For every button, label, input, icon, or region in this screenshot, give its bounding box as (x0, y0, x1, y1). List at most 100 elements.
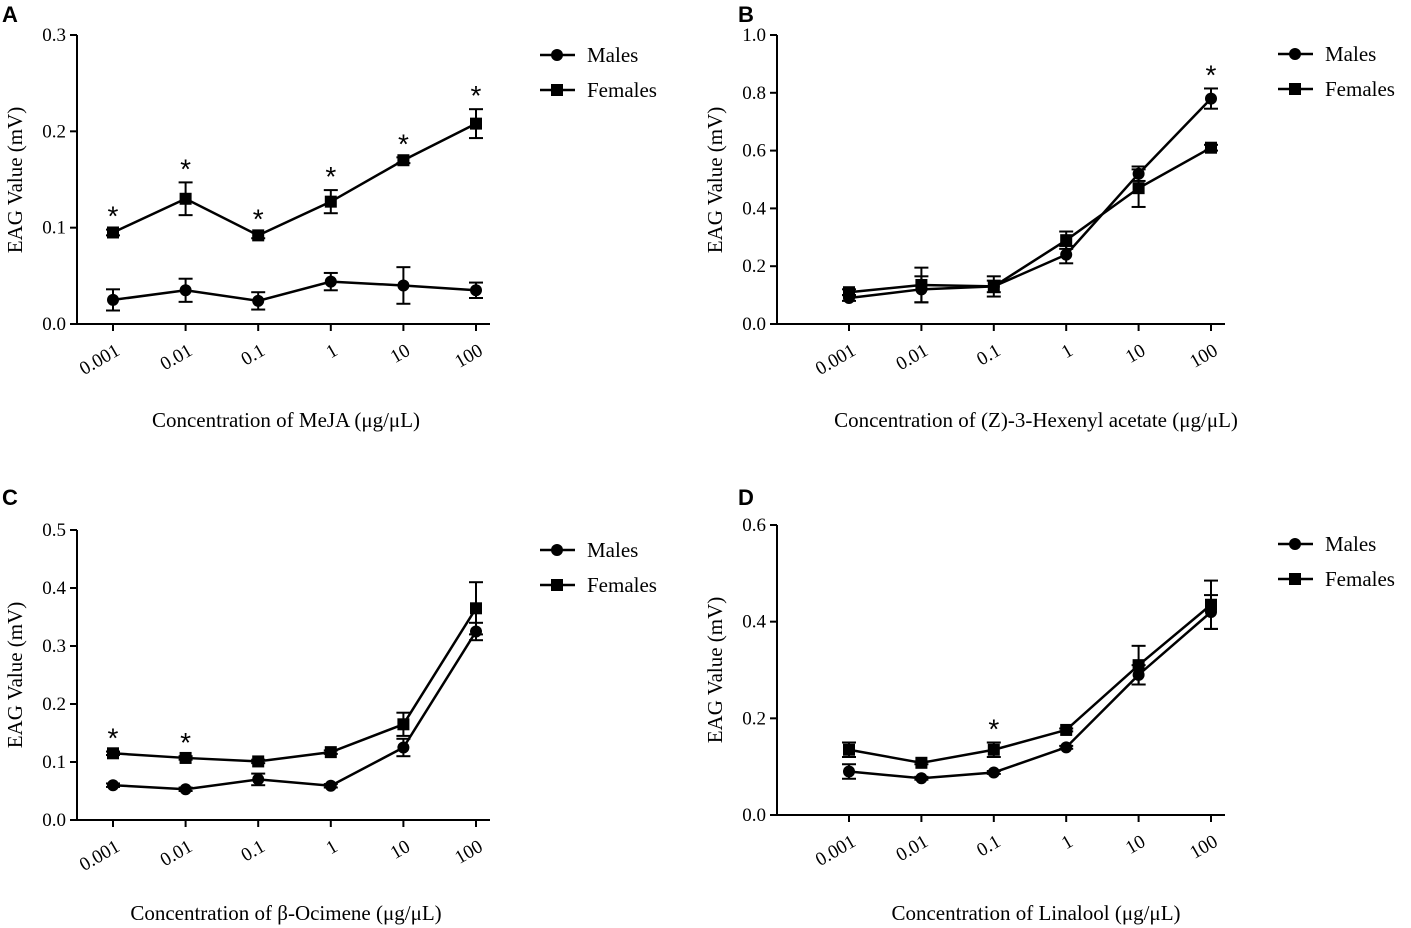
data-point-circle (107, 779, 119, 792)
y-tick-label: 0.0 (42, 810, 66, 831)
data-point-circle (324, 779, 337, 792)
legend-marker-circle (1289, 48, 1301, 60)
series-line (112, 280, 477, 303)
y-tick-label: 0.2 (42, 694, 66, 715)
data-point-square (324, 746, 337, 759)
legend-marker-square (1289, 83, 1301, 95)
x-axis-label: Concentration of Linalool (μg/μL) (891, 901, 1180, 925)
series-males (842, 87, 1218, 304)
panel-letter: D (738, 485, 754, 510)
data-point-square (179, 192, 192, 205)
significance-star: * (108, 201, 119, 232)
x-tick-label: 0.1 (238, 836, 269, 866)
panel-c: C 0.0 0.1 0.2 0.3 0.4 0.5 0.001 0.01 0.1 1 10 100 Con… (2, 485, 657, 925)
y-tick-label: 0.4 (42, 578, 66, 599)
y-tick-label: 0.3 (42, 636, 66, 657)
y-tick-label: 1.0 (742, 25, 766, 46)
series-line (848, 97, 1212, 300)
y-tick-label: 0.5 (42, 520, 66, 541)
x-tick-label: 1 (323, 340, 342, 363)
series-females (842, 579, 1218, 769)
series-males (106, 266, 483, 312)
data-point-square (1132, 659, 1145, 672)
x-tick-label: 100 (451, 340, 486, 372)
legend-label: Males (1325, 532, 1376, 556)
y-axis-label: EAG Value (mV) (3, 107, 27, 254)
data-point-square (915, 756, 928, 769)
x-tick-label: 0.01 (893, 831, 932, 866)
x-tick-label: 0.01 (157, 836, 196, 871)
significance-star: * (398, 128, 409, 159)
legend-label: Females (1325, 567, 1395, 591)
legend-marker-circle (1289, 538, 1301, 550)
data-point-circle (252, 773, 265, 786)
data-point-square (843, 286, 855, 299)
y-tick-label: 0.2 (42, 121, 66, 142)
data-point-square (324, 195, 337, 208)
x-tick-label: 100 (451, 836, 486, 868)
panel-letter: B (738, 2, 754, 27)
y-tick-label: 0.3 (42, 25, 66, 46)
x-tick-label: 1 (1058, 831, 1077, 854)
data-point-circle (1205, 92, 1217, 105)
data-point-square (470, 117, 482, 130)
data-point-circle (843, 765, 855, 778)
series-males (106, 621, 483, 796)
y-axis-label: EAG Value (mV) (703, 597, 727, 744)
series-females (106, 108, 483, 242)
panel-b: B 0.0 0.2 0.4 0.6 0.8 1.0 0.001 0.01 0.1 1 10 100 Con… (703, 2, 1395, 432)
panel-a: A 0.0 0.1 0.2 0.3 0.001 0.01 0.1 1 10 100 Concentra… (2, 2, 657, 432)
series-females (842, 141, 1218, 304)
legend-label: Females (1325, 77, 1395, 101)
y-tick-label: 0.1 (42, 218, 66, 239)
series-line (112, 630, 478, 791)
x-tick-label: 0.01 (157, 340, 196, 375)
x-tick-label: 0.1 (238, 340, 269, 370)
x-axis-label: Concentration of β-Ocimene (μg/μL) (130, 901, 441, 925)
series-females (106, 581, 483, 768)
x-tick-label: 100 (1186, 340, 1221, 372)
significance-star: * (471, 80, 482, 111)
significance-star: * (325, 161, 336, 192)
series-line (848, 146, 1212, 294)
data-point-circle (324, 275, 337, 288)
legend-marker-circle (551, 49, 563, 61)
data-point-circle (179, 284, 192, 297)
data-point-square (252, 755, 265, 768)
legend-marker-square (551, 579, 563, 591)
significance-star: * (180, 153, 191, 184)
data-point-square (987, 280, 1000, 293)
data-point-square (1132, 182, 1145, 195)
x-tick-label: 10 (1122, 340, 1149, 368)
data-point-square (107, 226, 119, 239)
data-point-circle (1060, 741, 1073, 754)
y-tick-label: 0.2 (742, 708, 766, 729)
series-line (112, 122, 477, 237)
significance-star: * (988, 714, 999, 745)
data-point-circle (179, 783, 192, 796)
x-tick-label: 0.001 (812, 340, 860, 380)
data-point-square (397, 154, 410, 167)
y-tick-label: 0.4 (742, 612, 766, 633)
legend-marker-circle (551, 544, 563, 556)
x-axis-label: Concentration of MeJA (μg/μL) (152, 408, 420, 432)
x-tick-label: 0.1 (973, 831, 1004, 861)
y-tick-label: 0.1 (42, 752, 66, 773)
significance-star: * (180, 727, 191, 758)
legend-label: Males (1325, 42, 1376, 66)
data-point-square (252, 229, 265, 242)
y-tick-label: 0.0 (42, 314, 66, 335)
data-point-square (470, 602, 482, 615)
y-tick-label: 0.0 (742, 805, 766, 826)
legend-marker-square (1289, 573, 1301, 585)
data-point-square (1205, 598, 1217, 611)
y-tick-label: 0.8 (742, 83, 766, 104)
y-tick-label: 0.6 (742, 515, 766, 536)
legend-label: Females (587, 78, 657, 102)
y-axis-label: EAG Value (mV) (3, 602, 27, 749)
significance-star: * (253, 203, 264, 234)
legend-label: Males (587, 43, 638, 67)
data-point-square (107, 747, 119, 760)
